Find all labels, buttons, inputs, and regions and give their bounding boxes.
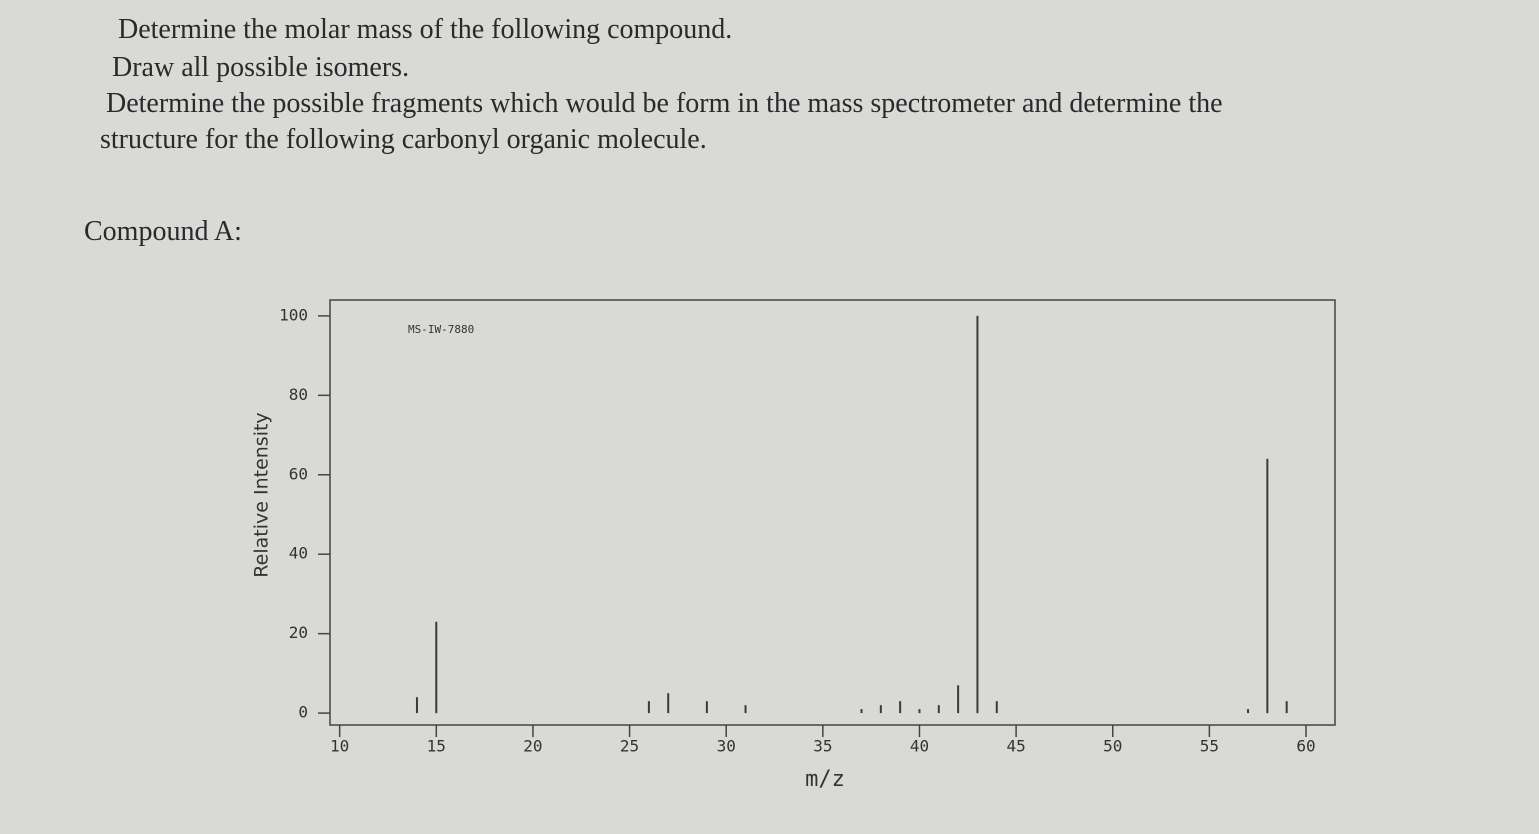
- plot-frame: [329, 299, 1336, 726]
- instruction-line: Determine the molar mass of the followin…: [118, 14, 733, 45]
- y-axis-label: Relative Intensity: [251, 412, 273, 577]
- x-tick-label: 50: [1103, 737, 1122, 756]
- x-tick-label: 45: [1006, 737, 1025, 756]
- x-tick-label: 40: [910, 737, 929, 756]
- instruction-line: Draw all possible isomers.: [112, 52, 410, 83]
- y-tick-label: 0: [298, 703, 308, 722]
- x-tick-label: 30: [717, 737, 736, 756]
- x-tick-label: 60: [1296, 737, 1315, 756]
- y-tick-label: 100: [279, 305, 308, 324]
- instruction-line: Determine the possible fragments which w…: [106, 88, 1223, 119]
- x-tick-label: 20: [523, 737, 542, 756]
- instruction-line: structure for the following carbonyl org…: [100, 124, 707, 155]
- compound-label: Compound A:: [84, 216, 242, 247]
- y-tick-label: 80: [289, 385, 308, 404]
- x-tick-label: 35: [813, 737, 832, 756]
- y-tick-label: 20: [289, 623, 308, 642]
- y-tick-label: 60: [289, 464, 308, 483]
- x-tick-label: 25: [620, 737, 639, 756]
- x-tick-label: 15: [427, 737, 446, 756]
- x-tick-label: 10: [330, 737, 349, 756]
- x-axis-label: m/z: [805, 767, 845, 792]
- annotation: MS-IW-7880: [408, 323, 474, 336]
- y-tick-label: 40: [289, 544, 308, 563]
- x-tick-label: 55: [1200, 737, 1219, 756]
